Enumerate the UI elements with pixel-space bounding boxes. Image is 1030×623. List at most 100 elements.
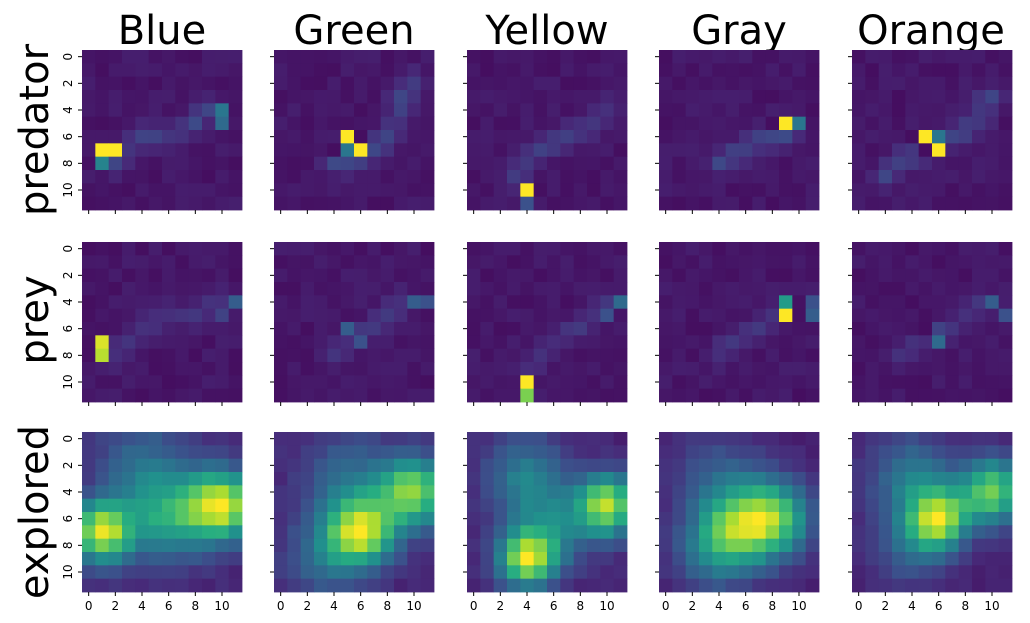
heatmap-cell bbox=[998, 512, 1013, 526]
heatmap-cell bbox=[865, 76, 880, 91]
heatmap-cell bbox=[467, 538, 481, 553]
heatmap-cell bbox=[659, 50, 673, 64]
heatmap-cell bbox=[613, 538, 628, 553]
heatmap-cell bbox=[327, 255, 342, 270]
heatmap-cell bbox=[493, 552, 508, 566]
heatmap-cell bbox=[712, 565, 727, 580]
heatmap-cell bbox=[135, 268, 150, 283]
heatmap-cell bbox=[148, 472, 163, 486]
heatmap-cell bbox=[300, 103, 315, 118]
heatmap-cell bbox=[175, 242, 190, 256]
heatmap-cell bbox=[215, 322, 230, 336]
heatmap-cell bbox=[932, 308, 946, 323]
heatmap-cell bbox=[918, 116, 933, 131]
heatmap-cell bbox=[314, 170, 328, 184]
heatmap-cell bbox=[367, 362, 382, 376]
heatmap-cell bbox=[765, 578, 780, 593]
heatmap-cell bbox=[573, 348, 588, 363]
heatmap-cell bbox=[779, 472, 793, 486]
heatmap-cell bbox=[779, 63, 793, 78]
heatmap-cell bbox=[354, 362, 368, 376]
heatmap-cell bbox=[985, 183, 1000, 198]
heatmap-cell bbox=[905, 156, 920, 171]
heatmap-cell bbox=[672, 498, 687, 513]
heatmap-cell bbox=[878, 255, 893, 270]
heatmap-cell bbox=[600, 116, 615, 131]
heatmap-cell bbox=[600, 103, 615, 118]
heatmap-cell bbox=[407, 295, 422, 310]
heatmap-cell bbox=[162, 472, 176, 486]
heatmap-cell bbox=[613, 255, 628, 270]
heatmap-cell bbox=[685, 512, 700, 526]
heatmap-cell bbox=[520, 282, 535, 296]
heatmap-cell bbox=[188, 76, 203, 91]
heatmap-cell bbox=[739, 538, 753, 553]
heatmap-cell bbox=[852, 388, 866, 403]
heatmap-cell bbox=[852, 183, 866, 198]
heatmap-cell bbox=[287, 242, 302, 256]
x-tick-label: 6 bbox=[550, 599, 558, 613]
heatmap-cell bbox=[480, 90, 495, 104]
heatmap-cell bbox=[340, 130, 355, 144]
heatmap-cell bbox=[175, 170, 190, 184]
heatmap-cell bbox=[739, 512, 753, 526]
heatmap-cell bbox=[905, 445, 920, 460]
heatmap-cell bbox=[394, 308, 408, 323]
heatmap-cell bbox=[300, 565, 315, 580]
heatmap-cell bbox=[340, 76, 355, 91]
heatmap-cell bbox=[699, 268, 713, 283]
heatmap-cell bbox=[998, 445, 1013, 460]
heatmap-cell bbox=[779, 552, 793, 566]
heatmap-cell bbox=[972, 485, 986, 500]
heatmap-cell bbox=[394, 130, 408, 144]
heatmap-cell bbox=[135, 362, 150, 376]
heatmap-cell bbox=[82, 512, 96, 526]
heatmap-cell bbox=[865, 525, 880, 540]
heatmap-cell bbox=[467, 183, 481, 198]
heatmap-cell bbox=[108, 472, 123, 486]
heatmap-cell bbox=[394, 565, 408, 580]
heatmap-cell bbox=[659, 458, 673, 473]
heatmap-cell bbox=[467, 348, 481, 363]
heatmap-cell bbox=[958, 388, 973, 403]
heatmap-cell bbox=[520, 103, 535, 118]
heatmap-cell bbox=[672, 63, 687, 78]
y-tick-label: 4 bbox=[61, 298, 75, 306]
heatmap-cell bbox=[188, 170, 203, 184]
heatmap-cell bbox=[752, 90, 767, 104]
heatmap-cell bbox=[467, 255, 481, 270]
heatmap-cell bbox=[533, 143, 548, 158]
heatmap-cell bbox=[672, 388, 687, 403]
heatmap-cell bbox=[480, 498, 495, 513]
heatmap-cell bbox=[685, 498, 700, 513]
heatmap-cell bbox=[600, 445, 615, 460]
heatmap-cell bbox=[958, 130, 973, 144]
heatmap-cell bbox=[480, 335, 495, 350]
heatmap-cell bbox=[547, 255, 561, 270]
heatmap-cell bbox=[805, 472, 820, 486]
heatmap-cell bbox=[998, 90, 1013, 104]
heatmap-cell bbox=[918, 348, 933, 363]
heatmap-cell bbox=[792, 375, 807, 390]
heatmap-cell bbox=[560, 116, 575, 131]
heatmap-cell bbox=[852, 268, 866, 283]
heatmap-cell bbox=[998, 432, 1013, 446]
heatmap-cell bbox=[95, 183, 110, 198]
heatmap-cell bbox=[765, 362, 780, 376]
heatmap-panel-explored-orange: 0 2 4 6 8 10 bbox=[848, 432, 1013, 613]
heatmap-cell bbox=[420, 255, 435, 270]
heatmap-cell bbox=[672, 116, 687, 131]
heatmap-cell bbox=[892, 552, 906, 566]
heatmap-cell bbox=[805, 498, 820, 513]
heatmap-cell bbox=[354, 50, 368, 64]
y-tick-label: 8 bbox=[61, 160, 75, 168]
heatmap-cell bbox=[672, 196, 687, 211]
heatmap-cell bbox=[533, 282, 548, 296]
heatmap-cell bbox=[587, 130, 601, 144]
heatmap-cell bbox=[148, 143, 163, 158]
heatmap-cell bbox=[467, 143, 481, 158]
heatmap-cell bbox=[314, 255, 328, 270]
heatmap-cell bbox=[420, 130, 435, 144]
heatmap-cell bbox=[95, 485, 110, 500]
heatmap-cell bbox=[892, 498, 906, 513]
